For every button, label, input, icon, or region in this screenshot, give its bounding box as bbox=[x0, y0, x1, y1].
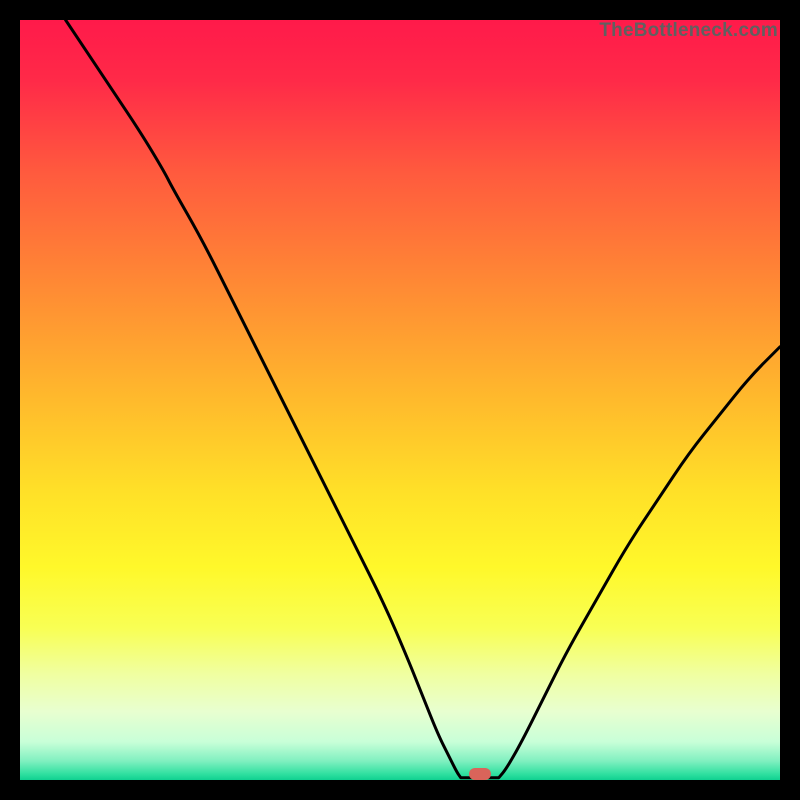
curve-line bbox=[20, 20, 780, 780]
chart-frame: TheBottleneck.com bbox=[0, 0, 800, 800]
bottleneck-marker bbox=[469, 768, 491, 780]
plot-area: TheBottleneck.com bbox=[20, 20, 780, 780]
